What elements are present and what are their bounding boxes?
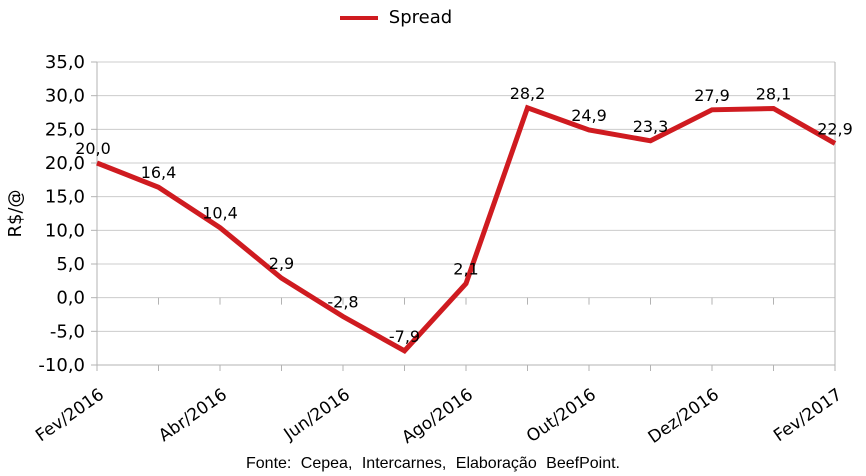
y-tick-label: -5,0: [50, 321, 85, 342]
legend-label: Spread: [388, 7, 453, 28]
data-label: 22,9: [817, 119, 853, 138]
y-tick-label: 0,0: [56, 288, 85, 309]
data-label: 28,1: [756, 84, 792, 103]
y-tick-label: 25,0: [45, 119, 85, 140]
y-tick-label: -10,0: [38, 355, 85, 376]
data-label: 16,4: [141, 163, 177, 182]
x-tick-label: Fev/2016: [32, 385, 108, 446]
x-tick-label: Fev/2017: [770, 385, 846, 446]
data-label: 2,1: [453, 260, 478, 279]
y-tick-label: 20,0: [45, 153, 85, 174]
y-tick-label: 5,0: [56, 254, 85, 275]
x-tick-label: Out/2016: [523, 385, 600, 447]
data-label: 10,4: [202, 204, 238, 223]
x-tick-label: Abr/2016: [155, 385, 231, 446]
x-tick-label: Dez/2016: [645, 385, 723, 448]
data-label: 23,3: [633, 117, 669, 136]
data-label: 28,2: [510, 84, 546, 103]
data-label: -2,8: [327, 293, 358, 312]
data-label: -7,9: [389, 327, 420, 346]
data-label: 24,9: [571, 106, 607, 125]
y-tick-label: 35,0: [45, 52, 85, 73]
series-line-spread: [96, 104, 837, 355]
y-axis-title: R$/@: [5, 189, 26, 237]
legend: Spread: [0, 8, 829, 28]
y-tick-label: 30,0: [45, 86, 85, 107]
data-label: 2,9: [269, 254, 294, 273]
y-tick-label: 15,0: [45, 187, 85, 208]
x-tick-label: Ago/2016: [398, 385, 476, 448]
x-tick-label: Jun/2016: [280, 385, 354, 445]
y-tick-label: 10,0: [45, 220, 85, 241]
data-label: 20,0: [75, 139, 111, 158]
legend-line-sample-icon: [339, 15, 378, 20]
source-note: Fonte: Cepea, Intercarnes, Elaboração Be…: [246, 455, 620, 472]
data-label: 27,9: [694, 86, 730, 105]
